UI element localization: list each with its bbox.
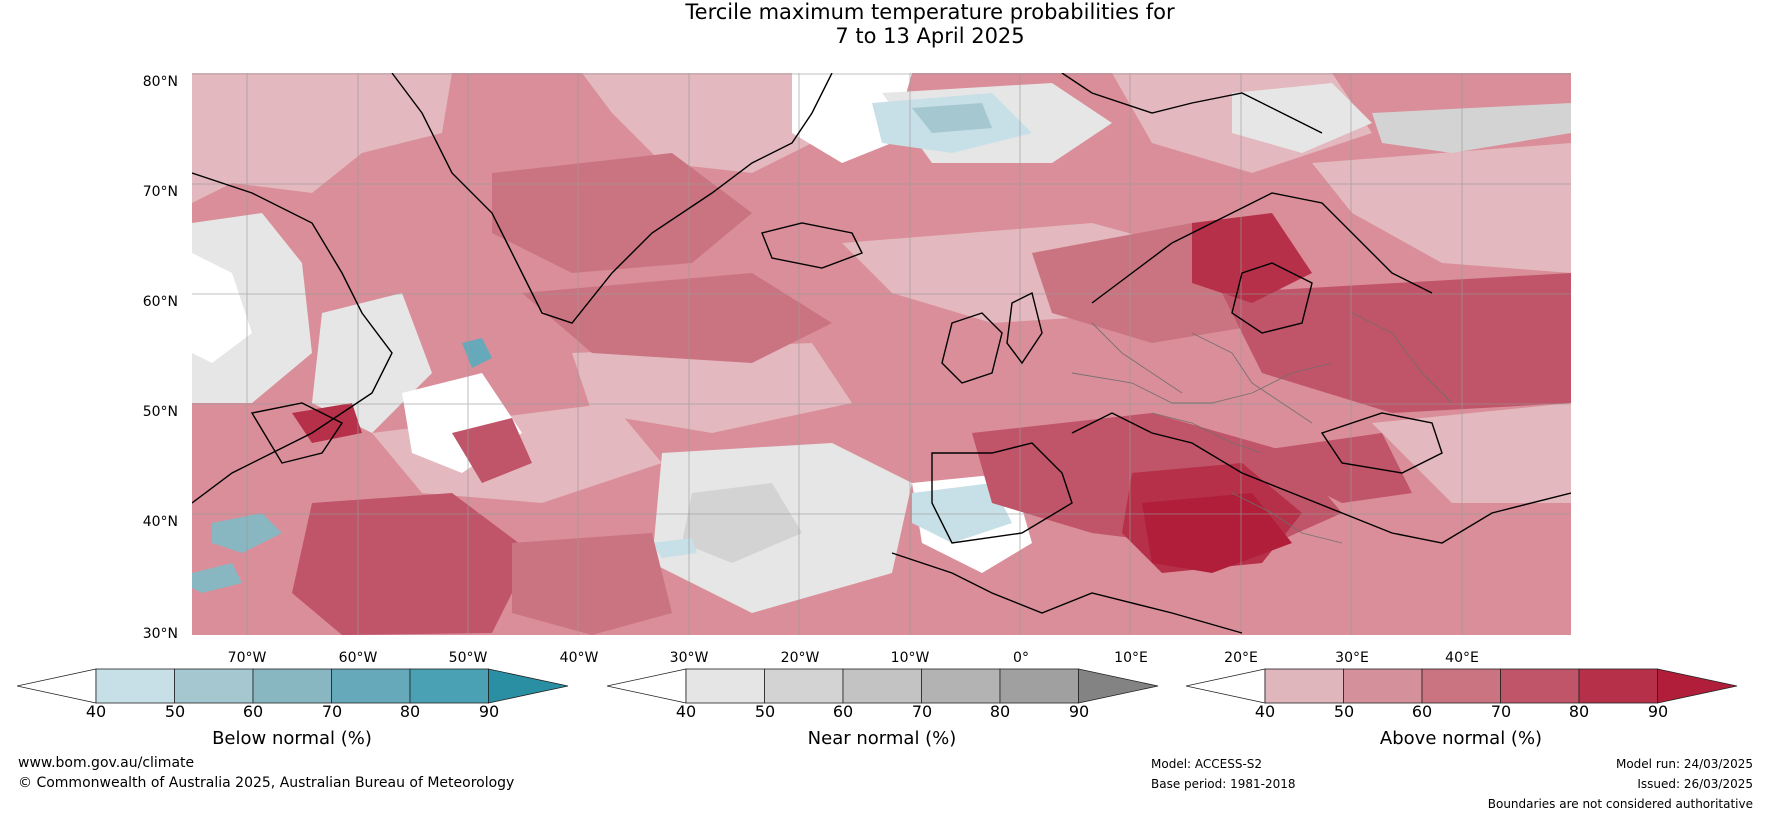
lon-label-20e: 20°E xyxy=(1224,650,1258,666)
cbar0-seg-2 xyxy=(174,668,254,704)
lon-label-40e: 40°E xyxy=(1445,650,1479,666)
cbar2-seg-4 xyxy=(1500,668,1580,704)
colorbar-below-normal-label: Below normal (%) xyxy=(212,728,372,749)
website-link[interactable]: www.bom.gov.au/climate xyxy=(18,755,195,771)
issued-date: Issued: 26/03/2025 xyxy=(1637,777,1753,791)
cbar0-tick-80: 80 xyxy=(399,702,421,721)
cbar0-tick-70: 70 xyxy=(321,702,343,721)
copyright-text: © Commonwealth of Australia 2025, Austra… xyxy=(18,775,515,791)
map-title-line1: Tercile maximum temperature probabilitie… xyxy=(685,0,1175,24)
cbar0-seg-5 xyxy=(409,668,489,704)
country-borders xyxy=(1071,312,1453,544)
cbar0-seg-4 xyxy=(331,668,411,704)
cbar2-seg-2 xyxy=(1343,668,1423,704)
lon-label-50w: 50°W xyxy=(448,650,488,666)
cbar2-seg-5 xyxy=(1578,668,1658,704)
cbar0-tick-90: 90 xyxy=(478,702,500,721)
cbar1-seg-4 xyxy=(921,668,1001,704)
lat-label-70n: 70°N xyxy=(142,184,178,200)
colorbar-near-normal-label: Near normal (%) xyxy=(807,728,957,749)
map-title: Tercile maximum temperature probabilitie… xyxy=(0,0,1770,48)
lon-label-10w: 10°W xyxy=(890,650,930,666)
cbar0-seg-3 xyxy=(252,668,332,704)
cbar2-seg-0 xyxy=(1186,668,1266,704)
colorbar-above-normal-label: Above normal (%) xyxy=(1379,728,1543,749)
lat-label-50n: 50°N xyxy=(142,404,178,420)
cbar1-tick-60: 60 xyxy=(832,702,854,721)
cbar2-tick-90: 90 xyxy=(1647,702,1669,721)
cbar1-seg-6 xyxy=(1078,668,1159,704)
cbar2-seg-3 xyxy=(1421,668,1501,704)
cbar1-seg-5 xyxy=(999,668,1079,704)
map-canvas xyxy=(192,73,1571,635)
cbar2-tick-70: 70 xyxy=(1490,702,1512,721)
cbar1-seg-3 xyxy=(842,668,922,704)
cbar2-seg-1 xyxy=(1264,668,1344,704)
cbar2-tick-80: 80 xyxy=(1568,702,1590,721)
cbar0-seg-6 xyxy=(488,668,569,704)
cbar2-tick-40: 40 xyxy=(1254,702,1276,721)
colorbar-above-normal xyxy=(1186,668,1738,704)
lon-label-70w: 70°W xyxy=(227,650,267,666)
cbar0-seg-0 xyxy=(17,668,97,704)
boundaries-disclaimer: Boundaries are not considered authoritat… xyxy=(1487,797,1753,811)
cbar0-tick-50: 50 xyxy=(164,702,186,721)
map-title-line2: 7 to 13 April 2025 xyxy=(835,24,1025,48)
cbar2-seg-6 xyxy=(1657,668,1738,704)
probability-map xyxy=(192,73,1571,635)
cbar1-tick-90: 90 xyxy=(1068,702,1090,721)
coastlines xyxy=(192,73,1571,634)
cbar1-seg-2 xyxy=(764,668,844,704)
lat-label-60n: 60°N xyxy=(142,294,178,310)
lat-label-30n: 30°N xyxy=(142,626,178,642)
colorbar-below-normal xyxy=(17,668,569,704)
cbar1-tick-80: 80 xyxy=(989,702,1011,721)
lon-label-40w: 40°W xyxy=(559,650,599,666)
cbar1-tick-40: 40 xyxy=(675,702,697,721)
lat-label-80n: 80°N xyxy=(142,74,178,90)
cbar1-seg-1 xyxy=(685,668,765,704)
lon-label-20w: 20°W xyxy=(780,650,820,666)
lon-label-60w: 60°W xyxy=(338,650,378,666)
cbar1-tick-70: 70 xyxy=(911,702,933,721)
cbar1-tick-50: 50 xyxy=(754,702,776,721)
cbar2-tick-60: 60 xyxy=(1411,702,1433,721)
cbar2-tick-50: 50 xyxy=(1333,702,1355,721)
model-run-date: Model run: 24/03/2025 xyxy=(1615,757,1753,771)
lon-label-30w: 30°W xyxy=(669,650,709,666)
cbar0-seg-1 xyxy=(95,668,175,704)
base-period: Base period: 1981-2018 xyxy=(1151,777,1296,791)
lon-label-10e: 10°E xyxy=(1114,650,1148,666)
model-name: Model: ACCESS-S2 xyxy=(1151,757,1263,771)
cbar0-tick-60: 60 xyxy=(242,702,264,721)
colorbar-near-normal xyxy=(607,668,1159,704)
cbar1-seg-0 xyxy=(607,668,687,704)
lat-label-40n: 40°N xyxy=(142,514,178,530)
cbar0-tick-40: 40 xyxy=(85,702,107,721)
lon-label-30e: 30°E xyxy=(1335,650,1369,666)
lon-label-0: 0° xyxy=(1013,650,1029,666)
